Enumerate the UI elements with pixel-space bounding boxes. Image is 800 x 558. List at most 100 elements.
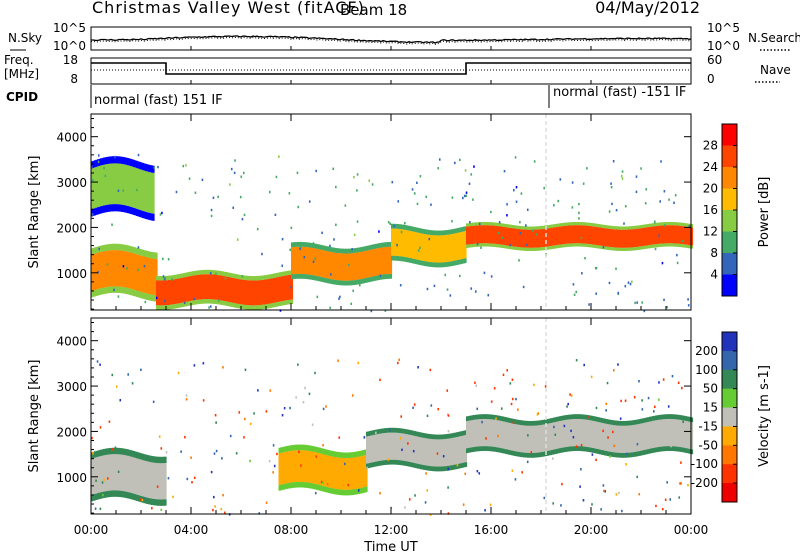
heatmap-cell [337,457,340,490]
heatmap-cell [598,245,601,249]
heatmap-speck [487,293,490,297]
heatmap-speck [401,448,403,451]
heatmap-cell [415,259,418,265]
heatmap-cell [592,223,595,227]
heatmap-cell [649,416,652,422]
x-tick-label: 16:00 [474,523,509,537]
heatmap-cell [632,452,635,457]
heatmap-speck [511,397,514,401]
heatmap-cell [668,221,671,226]
heatmap-cell [300,273,303,279]
heatmap-cell [518,225,521,230]
heatmap-cell [497,420,500,448]
heatmap-cell [578,243,581,247]
heatmap-cell [428,261,431,267]
heatmap-cell [629,247,632,251]
heatmap-cell [310,242,313,248]
heatmap-speck [156,485,159,488]
heatmap-cell [305,482,308,488]
heatmap-cell [608,419,611,425]
heatmap-speck [570,394,573,397]
heatmap-cell [225,272,228,277]
heatmap-cell [484,221,487,226]
heatmap-cell [149,258,152,295]
heatmap-cell [617,226,620,230]
heatmap-cell [406,225,409,231]
heatmap-cell [122,491,125,498]
heatmap-speck [429,513,432,516]
heatmap-cell [313,451,316,484]
heatmap-cell [529,226,532,230]
heatmap-cell [541,424,544,453]
heatmap-cell [143,250,146,257]
heatmap-cell [337,280,340,286]
heatmap-cell [484,446,487,451]
heatmap-cell [637,246,640,250]
heatmap-cell [92,451,95,459]
heatmap-cell [364,246,367,251]
heatmap-cell [94,457,97,495]
velocity-ylabel: Slant Range [km] [27,360,42,473]
heatmap-cell [244,304,247,310]
heatmap-cell [635,225,638,229]
heatmap-cell [296,444,299,451]
heatmap-cell [219,275,222,301]
heatmap-cell [533,425,536,453]
heatmap-cell [385,242,388,247]
heatmap-cell [295,274,298,279]
heatmap-cell [608,228,611,247]
heatmap-cell [544,225,547,229]
heatmap-cell [451,229,454,235]
heatmap-cell [161,499,164,506]
heatmap-cell [148,293,151,301]
heatmap-cell [162,276,165,281]
heatmap-cell [511,450,514,456]
heatmap-cell [396,432,399,460]
heatmap-cell [481,222,484,226]
heatmap-cell [397,256,400,261]
heatmap-cell [613,420,616,426]
heatmap-cell [469,420,472,448]
heatmap-cell [512,225,515,229]
heatmap-cell [420,437,423,465]
heatmap-cell [391,459,394,465]
heatmap-cell [530,452,533,458]
heatmap-cell [629,452,632,458]
heatmap-cell [436,466,439,472]
heatmap-cell [339,253,342,281]
heatmap-cell [307,242,310,248]
heatmap-cell [611,247,614,251]
heatmap-cell [396,427,399,433]
heatmap-speck [687,298,689,301]
heatmap-speck [356,220,359,223]
heatmap-cell [400,460,403,466]
heatmap-cell [205,274,208,300]
heatmap-speck [623,222,625,225]
heatmap-cell [104,164,107,206]
heatmap-cell [542,424,545,452]
heatmap-cell [273,273,276,278]
heatmap-cell [133,247,136,254]
heatmap-cell [292,445,295,451]
heatmap-cell [452,260,455,266]
heatmap-cell [121,490,124,498]
heatmap-cell [590,415,593,421]
heatmap-cell [440,235,443,263]
heatmap-cell [148,164,151,172]
heatmap-cell [109,163,112,205]
heatmap-cell [279,272,282,277]
heatmap-cell [410,226,413,232]
heatmap-cell [686,226,689,245]
heatmap-cell [590,222,593,227]
heatmap-cell [644,227,647,246]
heatmap-cell [184,277,187,303]
heatmap-speck [430,203,432,206]
heatmap-speck [107,477,109,480]
heatmap-cell [581,243,584,247]
heatmap-cell [608,451,611,457]
heatmap-cell [472,243,475,248]
heatmap-speck [670,444,672,448]
heatmap-cell [148,497,151,505]
heatmap-cell [551,227,554,246]
heatmap-cell [349,489,352,496]
